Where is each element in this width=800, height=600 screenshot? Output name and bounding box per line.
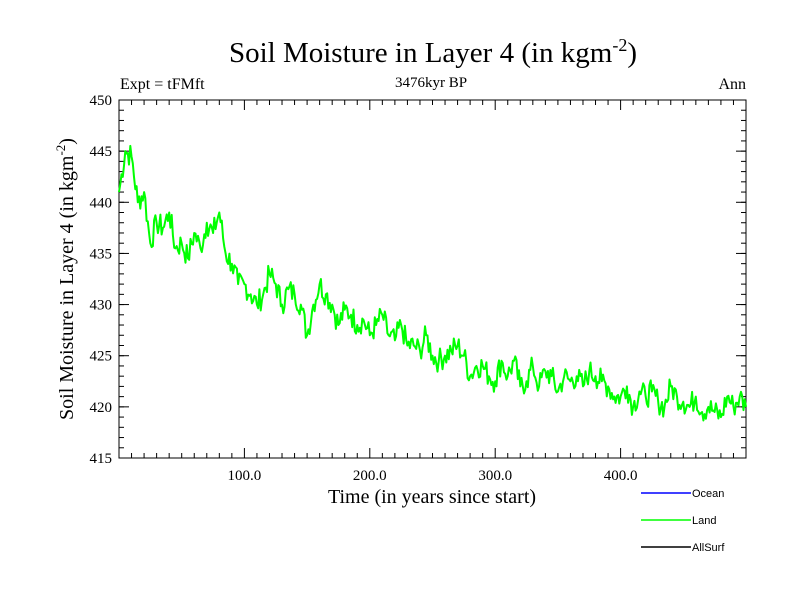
y-tick-label: 420 xyxy=(90,400,113,416)
y-tick-labels: 415 420 425 430 435 440 445 450 xyxy=(90,93,113,467)
y-major-ticks xyxy=(119,99,746,459)
y-minor-ticks xyxy=(119,99,746,459)
y-tick-label: 450 xyxy=(90,93,113,109)
x-tick-label: 200.0 xyxy=(353,468,387,484)
x-tick-label: 300.0 xyxy=(478,468,512,484)
legend-label-ocean: Ocean xyxy=(692,488,724,500)
y-tick-label: 435 xyxy=(90,246,113,262)
season-label: Ann xyxy=(718,76,746,93)
series-group xyxy=(118,144,747,422)
y-tick-label: 445 xyxy=(90,144,113,160)
series-line-land xyxy=(118,144,747,422)
chart-title: Soil Moisture in Layer 4 (in kgm-2) xyxy=(229,35,637,69)
x-tick-labels: 100.0 200.0 300.0 400.0 xyxy=(228,468,638,484)
experiment-label: Expt = tFMft xyxy=(120,76,205,93)
y-tick-label: 425 xyxy=(90,349,113,365)
plot-frame xyxy=(118,99,747,459)
legend-label-land: Land xyxy=(692,515,716,527)
period-label: 3476kyr BP xyxy=(395,75,467,91)
x-tick-label: 400.0 xyxy=(604,468,638,484)
y-tick-label: 415 xyxy=(90,451,113,467)
x-tick-label: 100.0 xyxy=(228,468,262,484)
y-tick-label: 440 xyxy=(90,195,113,211)
y-axis-label: Soil Moisture in Layer 4 (in kgm-2) xyxy=(53,138,78,420)
y-tick-label: 430 xyxy=(90,298,113,314)
x-ticks xyxy=(131,100,734,458)
legend-label-allsurf: AllSurf xyxy=(692,542,725,554)
x-axis-label: Time (in years since start) xyxy=(328,486,536,508)
legend: Ocean Land AllSurf xyxy=(641,488,725,554)
